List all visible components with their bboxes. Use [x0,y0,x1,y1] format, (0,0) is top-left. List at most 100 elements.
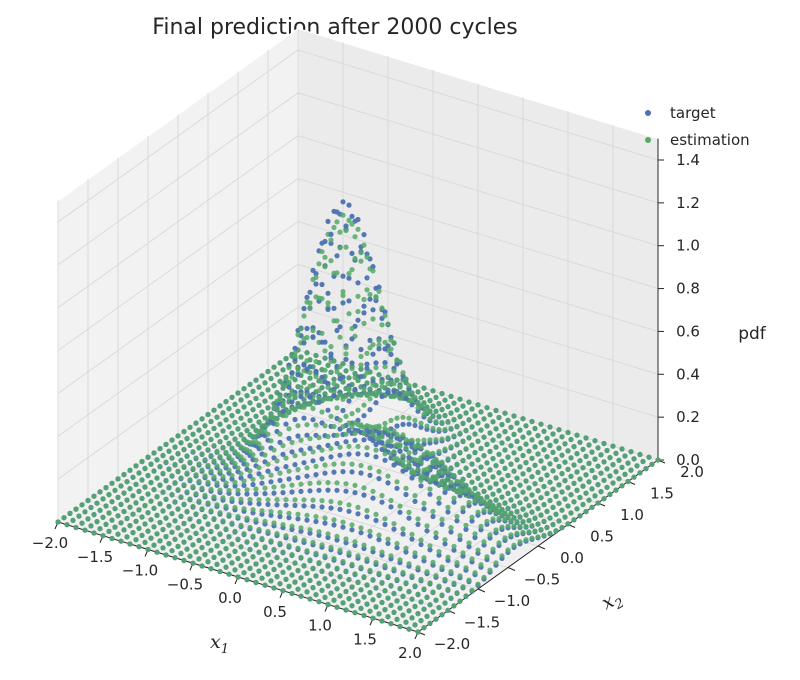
target-point [409,536,415,542]
estimation-point [367,424,373,430]
estimation-point [556,445,562,451]
estimation-point [475,457,481,463]
estimation-point [292,497,298,503]
target-point [367,407,373,413]
estimation-point [391,428,397,434]
estimation-point [397,458,403,464]
target-point [361,492,367,498]
estimation-point [241,404,247,410]
estimation-point [304,570,310,576]
estimation-point [352,571,358,577]
estimation-point [463,488,469,494]
estimation-point [325,531,331,537]
estimation-point [256,441,262,447]
estimation-point [97,489,103,495]
estimation-point [163,552,169,558]
estimation-point [433,616,439,622]
target-point [310,334,316,340]
back-wall-grid-h [297,178,659,290]
estimation-point [358,462,364,469]
estimation-point [247,381,253,387]
target-point [370,437,376,444]
estimation-point [307,369,313,376]
estimation-point [340,519,346,525]
target-point [340,273,346,279]
estimation-point [487,412,493,418]
estimation-point [367,528,373,534]
target-point [361,310,367,316]
estimation-point [106,510,112,516]
estimation-point [343,431,349,437]
estimation-point [394,415,400,421]
estimation-point [403,485,409,491]
estimation-point [241,457,247,463]
estimation-point [220,444,226,450]
target-point [367,533,373,539]
estimation-point [574,487,580,493]
estimation-point [154,457,160,463]
estimation-point [199,451,205,457]
estimation-point [538,495,544,501]
estimation-point [448,525,454,531]
estimation-point [274,574,280,580]
estimation-point [391,456,397,462]
estimation-point [334,604,340,610]
estimation-point [367,465,373,471]
estimation-point [580,483,586,489]
target-point [466,544,472,550]
target-point [304,432,310,438]
estimation-point [526,517,532,523]
estimation-point [505,454,511,460]
estimation-point [496,470,502,476]
target-point [469,518,475,524]
estimation-point [316,435,322,441]
estimation-point [526,503,532,509]
estimation-point [193,549,199,555]
estimation-point [133,537,139,543]
target-point [388,504,394,510]
estimation-point [490,437,496,443]
estimation-point [535,505,541,512]
estimation-point [556,482,562,488]
estimation-point [517,514,523,520]
estimation-point [208,486,214,492]
estimation-point [448,479,454,486]
estimation-point [430,425,436,431]
estimation-point [442,412,448,418]
estimation-point [133,481,139,487]
estimation-point [511,450,517,456]
estimation-point [391,449,397,455]
estimation-point [313,463,319,469]
target-point [310,503,316,509]
estimation-point [469,587,475,593]
estimation-point [205,500,211,506]
estimation-point [265,461,271,467]
target-point [364,275,370,281]
estimation-point [310,497,316,503]
estimation-point [475,547,481,553]
estimation-point [178,532,184,538]
target-point [373,517,379,524]
estimation-point [286,365,292,371]
estimation-point [412,493,418,499]
estimation-point [559,507,565,513]
estimation-point [460,481,466,487]
estimation-point [373,389,379,395]
estimation-point [304,350,310,356]
target-point [301,305,307,312]
estimation-point [559,489,565,495]
estimation-point [295,365,301,371]
estimation-point [421,606,427,612]
estimation-point [493,560,499,566]
estimation-point [157,519,163,526]
estimation-point [352,610,358,616]
target-point [397,509,403,515]
estimation-point [529,492,535,498]
estimation-point [310,585,316,591]
estimation-point [256,549,262,555]
estimation-point [349,584,355,590]
estimation-point [367,391,373,397]
estimation-point [115,494,121,500]
x-tick-label: 2.0 [398,644,422,662]
target-point [283,502,289,508]
